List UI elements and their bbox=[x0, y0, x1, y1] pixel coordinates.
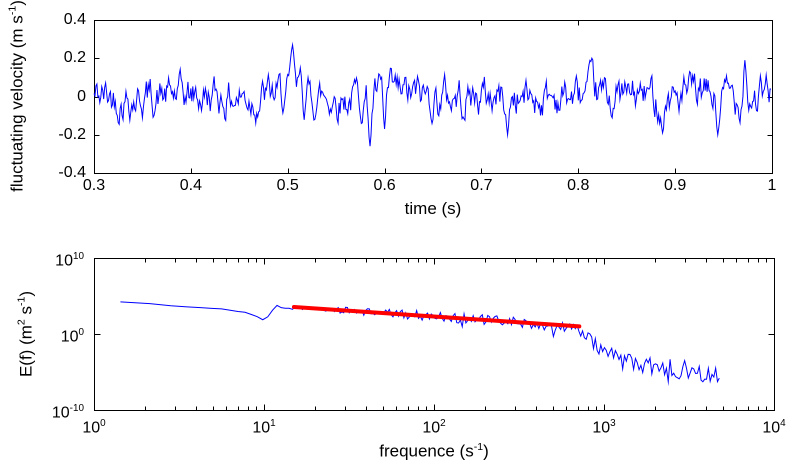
top-ylabel: fluctuating velocity (m s-1) bbox=[6, 0, 27, 192]
top-xlabel: time (s) bbox=[404, 199, 462, 218]
bottom-xlabel: frequence (s-1) bbox=[379, 441, 489, 461]
bottom-ylabel: E(f) (m2 s-1) bbox=[15, 290, 36, 378]
